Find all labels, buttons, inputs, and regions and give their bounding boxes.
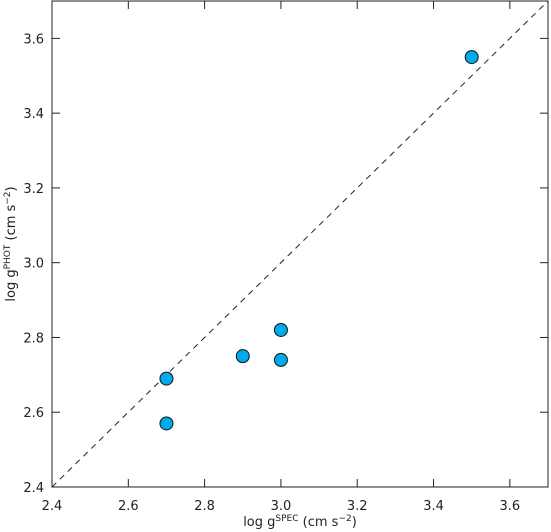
axis-label-part: (cm s [4,205,19,245]
x-tick-label: 2.4 [42,499,63,514]
plot-frame [51,0,549,488]
x-tick-label: 2.8 [194,499,215,514]
axis-label-part: log g [243,515,275,530]
axis-label-part: SPEC [275,514,298,524]
point [273,352,288,367]
axis-label-part: ) [4,186,19,191]
axis-label: log gPHOT (cm s−2) [3,186,19,301]
x-tick-label: 3.0 [271,499,292,514]
axis-label-part: ) [352,515,357,530]
x-tick-label: 3.2 [347,499,368,514]
point [273,322,288,337]
y-tick-label: 3.2 [23,182,44,197]
axis-label-part: log g [4,269,19,301]
axis-label-part: −2 [338,514,351,524]
identity-line [51,0,549,488]
axis-label-part: (cm s [299,515,339,530]
point [235,349,250,364]
axis-label-part: PHOT [3,244,13,269]
y-tick-label: 3.6 [23,32,44,47]
axis-label: log gSPEC (cm s−2) [243,514,357,530]
point [464,50,479,65]
y-tick-label: 3.4 [23,107,44,122]
point [159,416,174,431]
y-tick-label: 3.0 [23,257,44,272]
x-tick-label: 2.6 [118,499,139,514]
point [159,371,174,386]
y-tick-label: 2.4 [23,481,44,496]
y-tick-label: 2.6 [23,406,44,421]
x-tick-label: 3.6 [500,499,521,514]
y-tick-label: 2.8 [23,331,44,346]
x-tick-label: 3.4 [423,499,444,514]
axis-label-part: −2 [3,191,13,204]
